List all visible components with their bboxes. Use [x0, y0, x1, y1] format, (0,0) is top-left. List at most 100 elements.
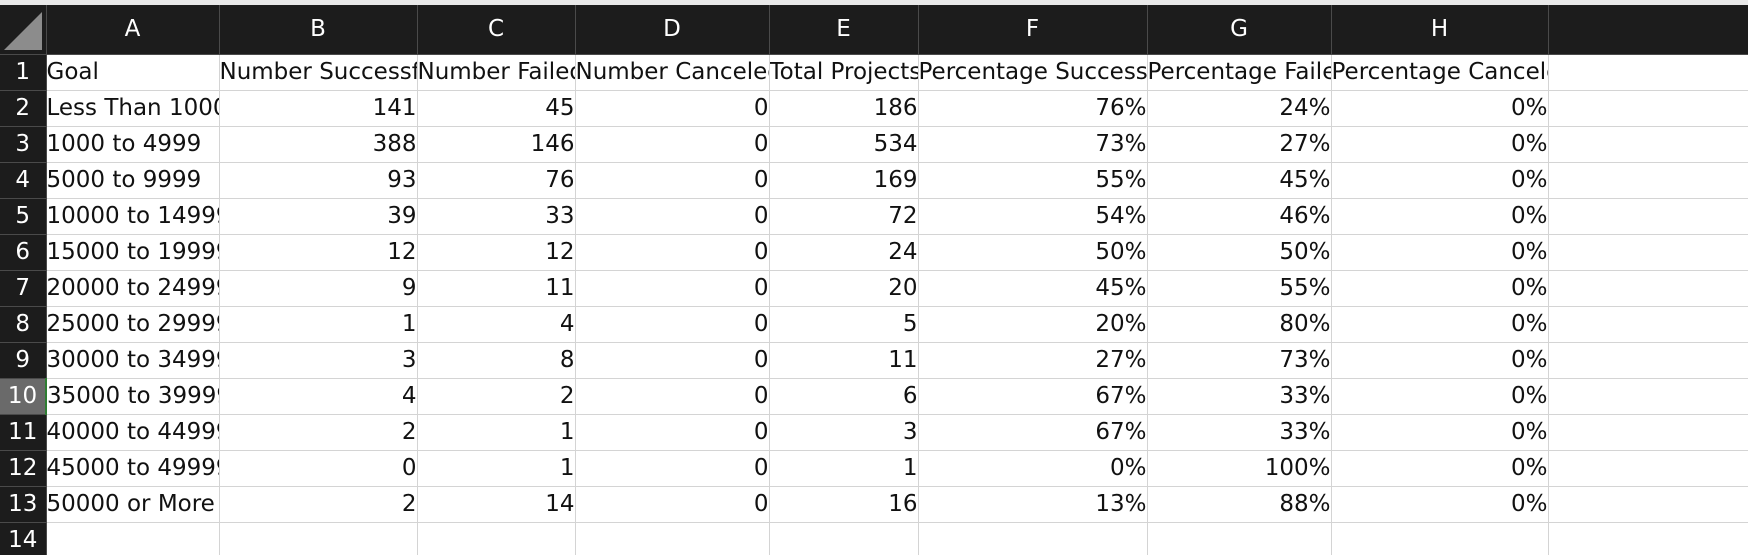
cell-i6[interactable]: [1548, 234, 1748, 271]
cell-b9[interactable]: 3: [219, 342, 418, 379]
cell-f1[interactable]: Percentage Successful: [918, 54, 1148, 91]
cell-e6[interactable]: 24: [769, 234, 919, 271]
cell-a13[interactable]: 50000 or More: [46, 486, 220, 523]
cell-i10[interactable]: [1548, 378, 1748, 415]
cell-f10[interactable]: 67%: [918, 378, 1148, 415]
cell-g10[interactable]: 33%: [1147, 378, 1332, 415]
cell-f13[interactable]: 13%: [918, 486, 1148, 523]
row-header[interactable]: 14: [0, 522, 47, 555]
cell-h13[interactable]: 0%: [1331, 486, 1549, 523]
column-header-f[interactable]: F: [918, 5, 1148, 55]
column-header-e[interactable]: E: [769, 5, 919, 55]
cell-c10[interactable]: 2: [417, 378, 576, 415]
cell-c8[interactable]: 4: [417, 306, 576, 343]
cell-e4[interactable]: 169: [769, 162, 919, 199]
cell-i4[interactable]: [1548, 162, 1748, 199]
cell-e9[interactable]: 11: [769, 342, 919, 379]
cell-h12[interactable]: 0%: [1331, 450, 1549, 487]
cell-f9[interactable]: 27%: [918, 342, 1148, 379]
cell-a3[interactable]: 1000 to 4999: [46, 126, 220, 163]
cell-f7[interactable]: 45%: [918, 270, 1148, 307]
cell-c9[interactable]: 8: [417, 342, 576, 379]
cell-e2[interactable]: 186: [769, 90, 919, 127]
cell-d14[interactable]: [575, 522, 770, 555]
cell-c11[interactable]: 1: [417, 414, 576, 451]
cell-i8[interactable]: [1548, 306, 1748, 343]
cell-d1[interactable]: Number Canceled: [575, 54, 770, 91]
cell-f4[interactable]: 55%: [918, 162, 1148, 199]
cell-g14[interactable]: [1147, 522, 1332, 555]
row-header[interactable]: 1: [0, 54, 47, 91]
cell-h3[interactable]: 0%: [1331, 126, 1549, 163]
cell-h4[interactable]: 0%: [1331, 162, 1549, 199]
cell-g13[interactable]: 88%: [1147, 486, 1332, 523]
cell-g1[interactable]: Percentage Failed: [1147, 54, 1332, 91]
column-header-h[interactable]: H: [1331, 5, 1549, 55]
column-header-g[interactable]: G: [1147, 5, 1332, 55]
cell-i11[interactable]: [1548, 414, 1748, 451]
cell-e3[interactable]: 534: [769, 126, 919, 163]
row-header[interactable]: 11: [0, 414, 47, 451]
cell-f11[interactable]: 67%: [918, 414, 1148, 451]
cell-i14[interactable]: [1548, 522, 1748, 555]
cell-g6[interactable]: 50%: [1147, 234, 1332, 271]
cell-g5[interactable]: 46%: [1147, 198, 1332, 235]
cell-g9[interactable]: 73%: [1147, 342, 1332, 379]
cell-i13[interactable]: [1548, 486, 1748, 523]
cell-e7[interactable]: 20: [769, 270, 919, 307]
cell-h2[interactable]: 0%: [1331, 90, 1549, 127]
cell-c3[interactable]: 146: [417, 126, 576, 163]
cell-g4[interactable]: 45%: [1147, 162, 1332, 199]
cell-b6[interactable]: 12: [219, 234, 418, 271]
cell-c5[interactable]: 33: [417, 198, 576, 235]
cell-g7[interactable]: 55%: [1147, 270, 1332, 307]
row-header[interactable]: 10: [0, 378, 47, 415]
cell-d8[interactable]: 0: [575, 306, 770, 343]
cell-b4[interactable]: 93: [219, 162, 418, 199]
cell-b1[interactable]: Number Successful: [219, 54, 418, 91]
cell-d9[interactable]: 0: [575, 342, 770, 379]
cell-e11[interactable]: 3: [769, 414, 919, 451]
row-header[interactable]: 13: [0, 486, 47, 523]
cell-b5[interactable]: 39: [219, 198, 418, 235]
row-header[interactable]: 5: [0, 198, 47, 235]
cell-i12[interactable]: [1548, 450, 1748, 487]
cell-c12[interactable]: 1: [417, 450, 576, 487]
row-header[interactable]: 4: [0, 162, 47, 199]
cell-d2[interactable]: 0: [575, 90, 770, 127]
cell-h5[interactable]: 0%: [1331, 198, 1549, 235]
cell-i7[interactable]: [1548, 270, 1748, 307]
cell-i3[interactable]: [1548, 126, 1748, 163]
column-header-c[interactable]: C: [417, 5, 576, 55]
cell-f5[interactable]: 54%: [918, 198, 1148, 235]
cell-a12[interactable]: 45000 to 49999: [46, 450, 220, 487]
cell-a7[interactable]: 20000 to 24999: [46, 270, 220, 307]
cell-a6[interactable]: 15000 to 19999: [46, 234, 220, 271]
cell-f6[interactable]: 50%: [918, 234, 1148, 271]
cell-i5[interactable]: [1548, 198, 1748, 235]
column-header-a[interactable]: A: [46, 5, 220, 55]
row-header[interactable]: 3: [0, 126, 47, 163]
cell-b8[interactable]: 1: [219, 306, 418, 343]
cell-i1[interactable]: [1548, 54, 1748, 91]
cell-e8[interactable]: 5: [769, 306, 919, 343]
cell-f8[interactable]: 20%: [918, 306, 1148, 343]
cell-c6[interactable]: 12: [417, 234, 576, 271]
cell-a14[interactable]: [46, 522, 220, 555]
cell-g8[interactable]: 80%: [1147, 306, 1332, 343]
cell-d7[interactable]: 0: [575, 270, 770, 307]
cell-d12[interactable]: 0: [575, 450, 770, 487]
cell-d13[interactable]: 0: [575, 486, 770, 523]
row-header[interactable]: 6: [0, 234, 47, 271]
cell-e14[interactable]: [769, 522, 919, 555]
select-all-button[interactable]: [0, 5, 47, 55]
cell-a1[interactable]: Goal: [46, 54, 220, 91]
cell-a11[interactable]: 40000 to 44999: [46, 414, 220, 451]
cell-c7[interactable]: 11: [417, 270, 576, 307]
cell-e10[interactable]: 6: [769, 378, 919, 415]
cell-e12[interactable]: 1: [769, 450, 919, 487]
cell-b13[interactable]: 2: [219, 486, 418, 523]
cell-d5[interactable]: 0: [575, 198, 770, 235]
cell-d10[interactable]: 0: [575, 378, 770, 415]
cell-c13[interactable]: 14: [417, 486, 576, 523]
